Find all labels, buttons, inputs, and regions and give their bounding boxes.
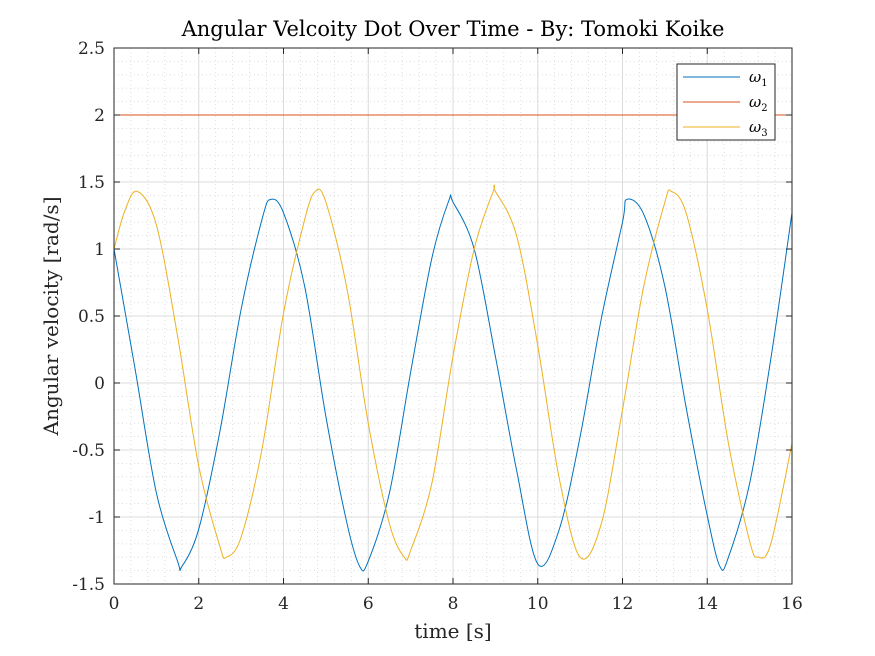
x-axis-label: time [s] (414, 619, 491, 643)
y-tick-label: 0.5 (78, 307, 105, 327)
y-tick-label: 1 (94, 240, 105, 260)
x-tick-label: 16 (781, 594, 803, 614)
x-tick-label: 12 (612, 594, 634, 614)
legend: ω1 ω2 ω3 (676, 63, 776, 141)
y-tick-label: 1.5 (78, 173, 105, 193)
chart-title: Angular Velcoity Dot Over Time - By: Tom… (181, 17, 725, 41)
x-tick-label: 4 (278, 594, 289, 614)
x-tick-label: 8 (448, 594, 459, 614)
x-tick-label: 0 (109, 594, 120, 614)
series-line-omega-3 (113, 184, 793, 561)
legend-label-omega-2: ω2 (749, 93, 768, 114)
tick-marks (113, 47, 793, 585)
x-tick-label: 10 (527, 594, 549, 614)
series-line-omega-1 (113, 194, 793, 572)
x-tick-label: 2 (193, 594, 204, 614)
tick-labels: 0 2 4 6 8 10 12 14 16 -1.5 -1 -0.5 0 0.5 1 1.5 2 2.5 (72, 39, 803, 614)
y-tick-label: 0 (94, 374, 105, 394)
y-tick-label: 2 (94, 106, 105, 126)
y-tick-label: -1 (88, 508, 105, 528)
x-tick-label: 6 (363, 594, 374, 614)
y-axis-label: Angular velocity [rad/s] (39, 196, 63, 436)
x-tick-label: 14 (696, 594, 718, 614)
y-tick-label: -0.5 (72, 441, 105, 461)
y-tick-label: -1.5 (72, 575, 105, 595)
legend-label-omega-3: ω3 (749, 118, 768, 139)
legend-label-omega-1: ω1 (749, 68, 768, 89)
y-tick-label: 2.5 (78, 39, 105, 59)
